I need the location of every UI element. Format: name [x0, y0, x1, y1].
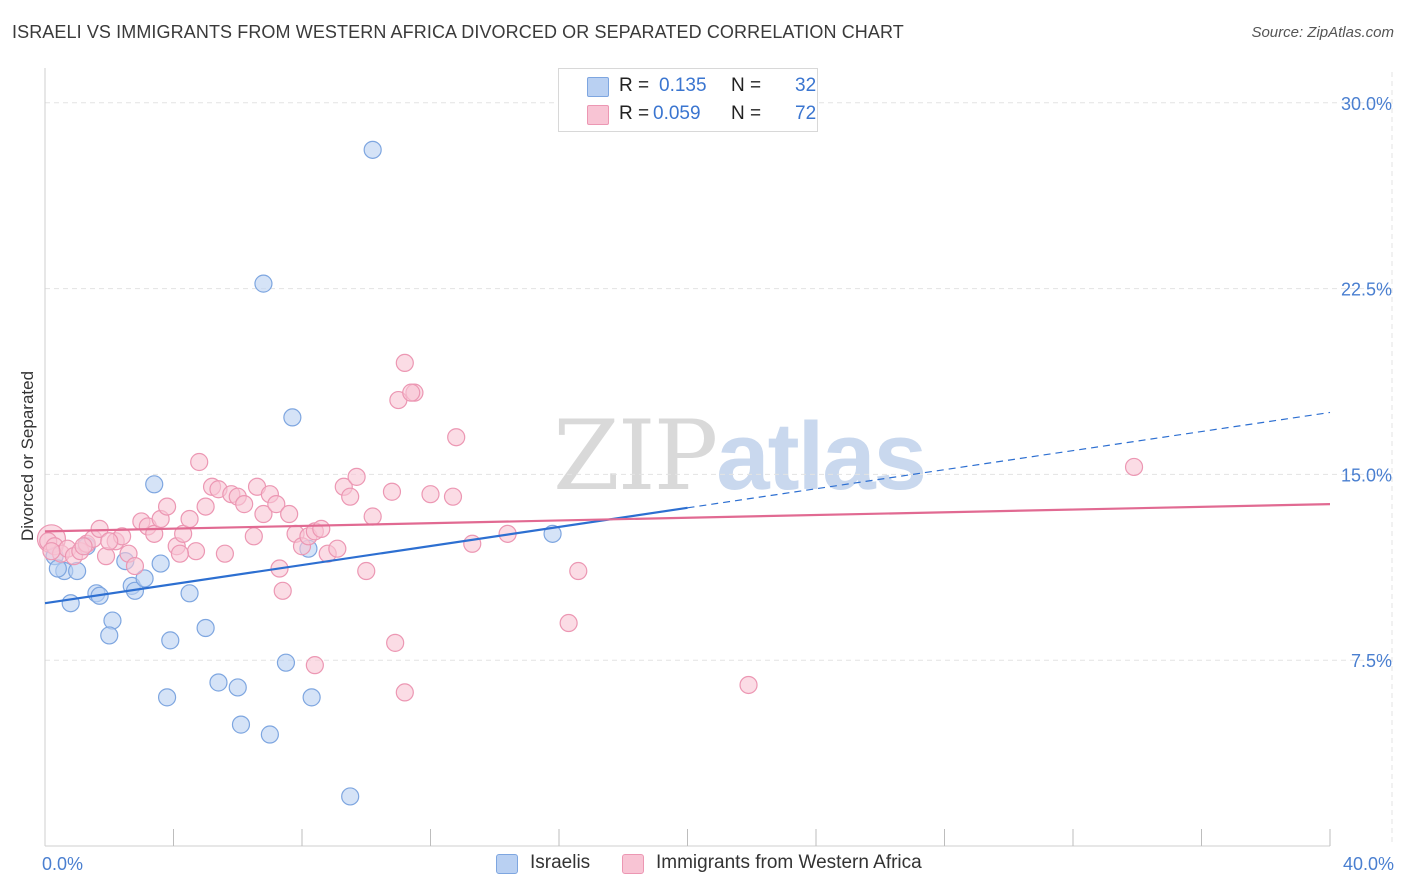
israelis-point [302, 688, 321, 707]
y-tick-label: 7.5% [1351, 651, 1392, 671]
chart-title: ISRAELI VS IMMIGRANTS FROM WESTERN AFRIC… [12, 22, 904, 42]
israelis-point [161, 631, 180, 650]
israelis-trendline-projection [687, 411, 1331, 509]
israelis-point [135, 569, 154, 588]
israelis-point [100, 626, 119, 645]
wafrica-point [267, 495, 286, 514]
israelis-point [48, 559, 67, 578]
wafrica-point [254, 504, 273, 524]
israelis-point [260, 725, 279, 744]
legend-n-label: N = [731, 75, 762, 96]
israelis-point [341, 787, 360, 806]
israelis-point [157, 688, 177, 707]
bottom-label-wafrica: Immigrants from Western Africa [656, 852, 922, 873]
israelis-point [363, 140, 382, 159]
wafrica-point [395, 353, 414, 373]
wafrica-point [341, 487, 360, 506]
legend-box: R = 0.135 N = 32 R = 0.059 N = 72 [558, 68, 818, 132]
source-label: Source: ZipAtlas.com [1251, 24, 1394, 41]
wafrica-point [559, 613, 578, 633]
wafrica-point [280, 504, 299, 524]
wafrica-point [180, 509, 199, 529]
wafrica-point [569, 561, 588, 581]
wafrica-point [312, 519, 331, 538]
wafrica-point [125, 556, 145, 576]
watermark: ZIPatlas [553, 400, 927, 512]
israelis-point [151, 554, 170, 573]
wafrica-point [739, 675, 758, 695]
bottom-swatch-israelis [496, 854, 518, 874]
watermark-zip: ZIP [553, 400, 718, 512]
wafrica-point [74, 537, 93, 556]
trend-layer [44, 411, 1331, 605]
wafrica-point [170, 544, 190, 563]
wafrica-point [363, 507, 382, 526]
israelis-point [283, 408, 302, 427]
legend-r-label: R = [619, 75, 650, 96]
wafrica-point [447, 428, 466, 447]
israelis-point [145, 475, 164, 494]
y-tick-label: 15.0% [1341, 465, 1392, 485]
wafrica-point [190, 452, 209, 472]
wafrica-point [42, 542, 61, 561]
point-layer [36, 140, 1144, 806]
label-layer: 7.5% 15.0% 22.5% 30.0% 0.0% 40.0% [42, 94, 1394, 874]
y-tick-label: 30.0% [1341, 94, 1392, 114]
legend-r-value-wafrica: 0.059 [653, 103, 701, 124]
axis-layer [44, 68, 1331, 847]
x-tick-label: 40.0% [1343, 854, 1394, 874]
israelis-point [228, 678, 247, 697]
grid-layer [45, 72, 1393, 846]
watermark-atlas: atlas [716, 403, 927, 510]
wafrica-point [157, 497, 177, 516]
legend-n-value-israelis: 32 [795, 75, 817, 96]
wafrica-point [235, 495, 254, 514]
israelis-point [61, 594, 80, 613]
legend-r-value-israelis: 0.135 [659, 75, 707, 96]
wafrica-point [382, 482, 402, 501]
wafrica-point [186, 542, 206, 561]
wafrica-point [273, 581, 292, 600]
legend-n-label: N = [731, 103, 762, 124]
israelis-point [276, 653, 296, 672]
legend-swatch-israelis [587, 77, 609, 97]
israelis-point [103, 611, 122, 630]
israelis-point [68, 561, 87, 581]
wafrica-point [215, 544, 234, 563]
israelis-point [231, 715, 251, 734]
wafrica-point [196, 497, 215, 516]
wafrica-point [357, 561, 376, 581]
wafrica-point [386, 633, 405, 652]
legend-r-label: R = [619, 103, 650, 124]
wafrica-point [100, 532, 119, 551]
legend-n-value-wafrica: 72 [795, 103, 817, 124]
legend-swatch-wafrica [587, 105, 609, 125]
israelis-point [180, 584, 199, 603]
wafrica-point [1124, 457, 1144, 477]
wafrica-point [395, 683, 414, 702]
israelis-point [196, 618, 215, 638]
wafrica-point [90, 519, 109, 538]
israelis-point [254, 274, 273, 293]
wafrica-point [305, 656, 324, 675]
israelis-trendline [44, 506, 688, 605]
wafrica-point [421, 485, 440, 504]
wafrica-point [347, 467, 366, 486]
bottom-label-israelis: Israelis [530, 852, 591, 873]
wafrica-point [402, 383, 421, 402]
x-tick-label: 0.0% [42, 854, 83, 874]
bottom-swatch-wafrica [622, 854, 644, 874]
wafrica-point [443, 487, 463, 506]
wafrica-point [96, 547, 116, 566]
y-tick-label: 22.5% [1341, 280, 1392, 300]
wafrica-point [244, 527, 263, 546]
wafrica-trendline [44, 503, 1331, 533]
israelis-point [209, 673, 228, 692]
wafrica-point [328, 539, 347, 558]
